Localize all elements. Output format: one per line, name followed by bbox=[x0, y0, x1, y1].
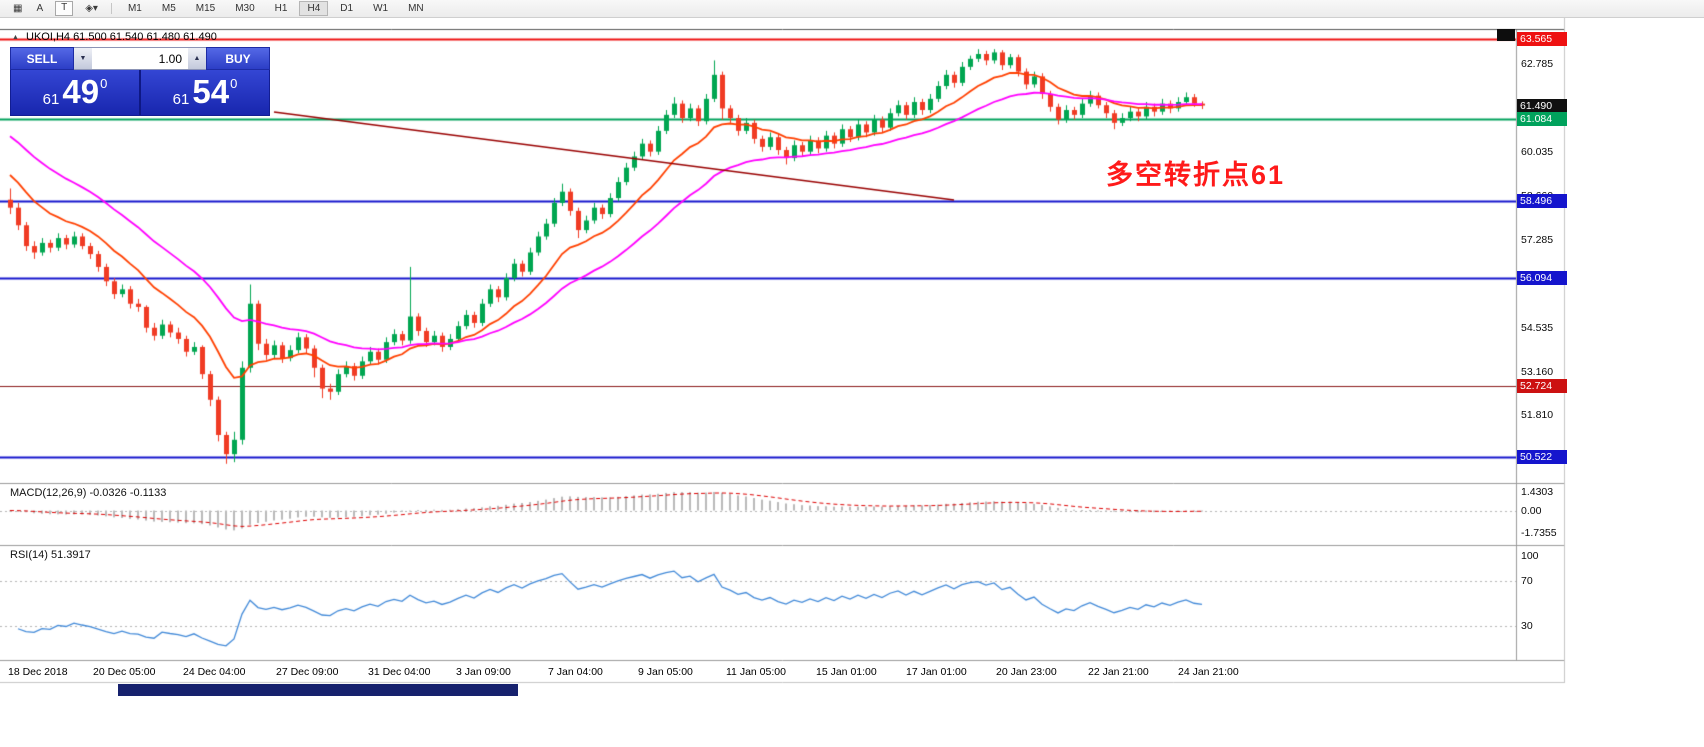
label-a-tool-icon[interactable]: A bbox=[36, 3, 44, 14]
rsi-scale-label: 100 bbox=[1521, 550, 1539, 562]
rsi-title: RSI(14) 51.3917 bbox=[10, 549, 91, 561]
time-axis-label: 9 Jan 05:00 bbox=[638, 666, 693, 678]
macd-scale-label: 0.00 bbox=[1521, 504, 1542, 517]
volume-down-button[interactable]: ▼ bbox=[74, 47, 92, 70]
price-axis-label: 54.535 bbox=[1521, 322, 1554, 335]
top-toolbar: ▦ A T ◈▾ M1 M5 M15 M30 H1 H4 D1 W1 MN bbox=[0, 0, 1704, 18]
timeframe-button-w1[interactable]: W1 bbox=[373, 3, 389, 14]
sell-price-big: 49 bbox=[62, 73, 100, 110]
rsi-scale-label: 30 bbox=[1521, 620, 1533, 633]
price-axis-tag: 61.490 bbox=[1517, 98, 1567, 113]
one-click-trading-panel: SELL ▼ ▲ BUY 61 49 0 61 54 0 bbox=[10, 47, 270, 116]
time-axis-label: 22 Jan 21:00 bbox=[1088, 666, 1149, 678]
timeframe-button-h4[interactable]: H4 bbox=[299, 1, 329, 16]
price-axis-label: 51.810 bbox=[1521, 409, 1554, 422]
time-axis-label: 24 Dec 04:00 bbox=[183, 666, 246, 678]
buy-price-big: 54 bbox=[192, 73, 230, 110]
timeframe-button-mn[interactable]: MN bbox=[408, 3, 424, 14]
time-axis-label: 20 Dec 05:00 bbox=[93, 666, 156, 678]
timeframe-button-m1[interactable]: M1 bbox=[127, 3, 142, 14]
price-axis-label: 53.160 bbox=[1521, 366, 1554, 379]
time-axis-label: 31 Dec 04:00 bbox=[368, 666, 431, 678]
timeframe-button-h1[interactable]: H1 bbox=[274, 3, 288, 14]
time-axis-label: 18 Dec 2018 bbox=[8, 666, 68, 678]
tool-group: ▦ A T ◈▾ bbox=[8, 1, 103, 16]
time-axis-label: 27 Dec 09:00 bbox=[276, 666, 339, 678]
price-axis-tag: 56.094 bbox=[1517, 271, 1567, 286]
price-axis-tag: 50.522 bbox=[1517, 449, 1567, 464]
price-axis-label: 62.785 bbox=[1521, 58, 1554, 71]
price-axis-tag: 63.565 bbox=[1517, 32, 1567, 47]
text-tool-icon[interactable]: T bbox=[55, 1, 74, 16]
price-axis-label: 60.035 bbox=[1521, 146, 1554, 159]
time-axis-label: 17 Jan 01:00 bbox=[906, 666, 967, 678]
chart-symbol-header: ▲ UKOI,H4 61.500 61.540 61.480 61.490 bbox=[12, 31, 217, 43]
time-axis-label: 11 Jan 05:00 bbox=[726, 666, 786, 678]
ohlc-marker-icon: ▲ bbox=[12, 34, 19, 41]
buy-price-sup: 0 bbox=[230, 76, 238, 91]
chart-annotation: 多空转折点61 bbox=[1106, 160, 1286, 190]
macd-scale-label: -1.7355 bbox=[1521, 527, 1557, 540]
sell-price-display[interactable]: 61 49 0 bbox=[11, 70, 139, 115]
bottom-taskbar-fragment bbox=[118, 684, 518, 696]
rsi-scale-label: 70 bbox=[1521, 574, 1533, 587]
timeframe-button-m30[interactable]: M30 bbox=[235, 3, 255, 14]
time-axis-label: 7 Jan 04:00 bbox=[548, 666, 603, 678]
buy-button[interactable]: BUY bbox=[206, 47, 270, 70]
buy-price-head: 61 bbox=[172, 91, 190, 108]
grid-icon[interactable]: ▦ bbox=[13, 3, 23, 14]
time-axis-label: 15 Jan 01:00 bbox=[816, 666, 877, 678]
buy-price-display[interactable]: 61 54 0 bbox=[141, 70, 269, 115]
time-axis-label: 24 Jan 21:00 bbox=[1178, 666, 1239, 678]
price-axis-label: 57.285 bbox=[1521, 234, 1554, 247]
price-axis-tag: 61.084 bbox=[1517, 111, 1567, 126]
macd-scale-label: 1.4303 bbox=[1521, 485, 1554, 498]
price-axis-tag: 58.496 bbox=[1517, 194, 1567, 209]
price-divider bbox=[139, 70, 141, 115]
timeframe-button-d1[interactable]: D1 bbox=[340, 3, 354, 14]
volume-input[interactable] bbox=[92, 47, 188, 70]
timeframe-button-m5[interactable]: M5 bbox=[161, 3, 176, 14]
time-axis-label: 20 Jan 23:00 bbox=[996, 666, 1057, 678]
price-axis-tag: 52.724 bbox=[1517, 379, 1567, 394]
timeframe-button-m15[interactable]: M15 bbox=[195, 3, 216, 14]
one-click-order-row: SELL ▼ ▲ BUY bbox=[10, 47, 270, 70]
toolbar-separator bbox=[110, 3, 112, 14]
time-axis-label: 3 Jan 09:00 bbox=[456, 666, 511, 678]
chart-header-text: UKOI,H4 61.500 61.540 61.480 61.490 bbox=[26, 31, 217, 43]
sell-price-sup: 0 bbox=[100, 76, 108, 91]
timeframe-group: M1 M5 M15 M30 H1 H4 D1 W1 MN bbox=[120, 1, 432, 16]
scroll-end-marker bbox=[1497, 29, 1515, 41]
volume-up-button[interactable]: ▲ bbox=[188, 47, 206, 70]
one-click-price-row: 61 49 0 61 54 0 bbox=[10, 70, 270, 116]
macd-title: MACD(12,26,9) -0.0326 -0.1133 bbox=[10, 487, 167, 499]
sell-button[interactable]: SELL bbox=[10, 47, 74, 70]
shapes-tool-icon[interactable]: ◈▾ bbox=[85, 3, 98, 14]
sell-price-head: 61 bbox=[42, 91, 60, 108]
